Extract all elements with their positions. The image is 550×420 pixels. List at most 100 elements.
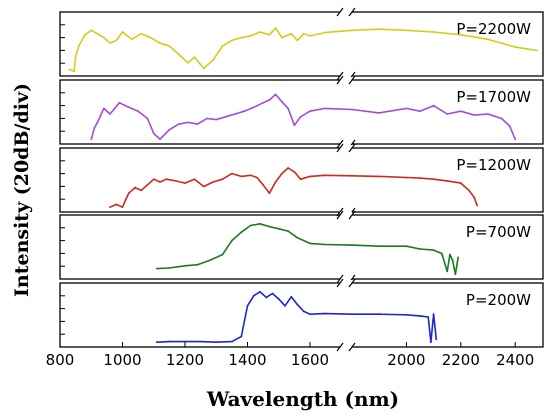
series-point	[296, 303, 299, 306]
series-point	[231, 172, 233, 175]
series-label: P=1200W	[456, 156, 531, 174]
series-point	[351, 244, 353, 247]
x-tick-label: 1600	[291, 351, 329, 369]
series-point	[90, 29, 93, 32]
series-point	[140, 32, 143, 35]
series-point	[109, 206, 111, 209]
series-point	[454, 273, 457, 276]
series-point	[115, 203, 118, 206]
x-tick-label: 1200	[166, 351, 204, 369]
series-label: P=1700W	[456, 88, 531, 106]
series-point	[240, 231, 243, 234]
series-point	[146, 117, 149, 120]
series-line	[156, 223, 459, 275]
axis-break-gap	[340, 280, 352, 286]
series-point	[430, 341, 432, 344]
series-point	[140, 189, 143, 192]
series-point	[240, 36, 243, 39]
series-point	[206, 117, 208, 120]
series-point	[93, 127, 96, 129]
axis-break-gap	[340, 212, 352, 218]
series-point	[121, 31, 124, 33]
series-point	[284, 304, 286, 307]
series-point	[96, 32, 99, 35]
series-point	[96, 121, 99, 124]
series-label: P=200W	[466, 291, 531, 309]
series-line	[156, 291, 438, 343]
series-point	[405, 107, 408, 110]
axis-break-gap	[340, 77, 352, 83]
series-point	[168, 128, 171, 131]
series-point	[156, 341, 158, 344]
series-point	[435, 338, 438, 341]
series-point	[152, 132, 155, 135]
series-point	[109, 42, 111, 45]
axis-break-slash	[348, 278, 356, 288]
series-point	[90, 138, 93, 141]
axis-break-gap	[340, 9, 352, 15]
series-point	[290, 32, 293, 35]
series-point	[187, 121, 190, 124]
series-point	[152, 178, 155, 181]
x-tick-label: 2400	[496, 351, 534, 369]
series-point	[168, 267, 171, 269]
series-point	[102, 36, 105, 39]
series-point	[193, 178, 196, 181]
series-point	[536, 49, 538, 52]
series-point	[115, 39, 118, 42]
series-point	[299, 115, 302, 118]
series-point	[196, 263, 199, 266]
series-point	[234, 113, 236, 115]
series-point	[405, 313, 408, 316]
axis-break-slash	[336, 139, 344, 149]
series-point	[196, 123, 199, 125]
series-point	[156, 267, 158, 270]
series-point	[215, 118, 218, 121]
series-point	[378, 175, 381, 178]
series-point	[240, 335, 243, 338]
series-point	[221, 253, 224, 256]
series-point	[134, 186, 136, 189]
series-point	[240, 175, 243, 178]
series-point	[231, 239, 233, 242]
series-point	[351, 29, 353, 32]
series-point	[177, 123, 180, 125]
axis-break-slash	[336, 7, 344, 17]
series-point	[487, 113, 489, 115]
axis-break-slash	[336, 278, 344, 288]
axis-break-gap	[340, 344, 352, 350]
series-point	[378, 112, 381, 114]
axis-break-slash	[336, 342, 344, 352]
series-point	[440, 252, 443, 255]
series-point	[299, 178, 302, 181]
series-point	[457, 256, 459, 259]
series-point	[209, 259, 211, 262]
series-point	[262, 101, 264, 104]
series-point	[432, 178, 435, 181]
series-point	[419, 248, 421, 250]
series-point	[84, 33, 86, 36]
series-point	[293, 124, 296, 127]
series-point	[149, 36, 152, 39]
series-point	[127, 106, 130, 109]
series-point	[323, 243, 326, 246]
panel-frame	[59, 11, 544, 77]
series-point	[252, 106, 255, 109]
series-point	[432, 249, 435, 252]
series-point	[231, 340, 233, 343]
series-point	[281, 36, 283, 39]
series-point	[296, 39, 299, 42]
panel-frame	[59, 214, 544, 280]
series-point	[296, 236, 299, 239]
series-point	[446, 270, 449, 273]
series-point	[159, 42, 161, 45]
axis-break-marks	[336, 7, 356, 352]
series-point	[165, 178, 168, 181]
series-point	[168, 45, 171, 47]
series-point	[309, 35, 311, 37]
series-line	[109, 167, 478, 208]
series-point	[159, 138, 161, 141]
x-tick-label: 800	[46, 351, 75, 369]
series-point	[74, 56, 77, 59]
series-point	[405, 245, 408, 248]
